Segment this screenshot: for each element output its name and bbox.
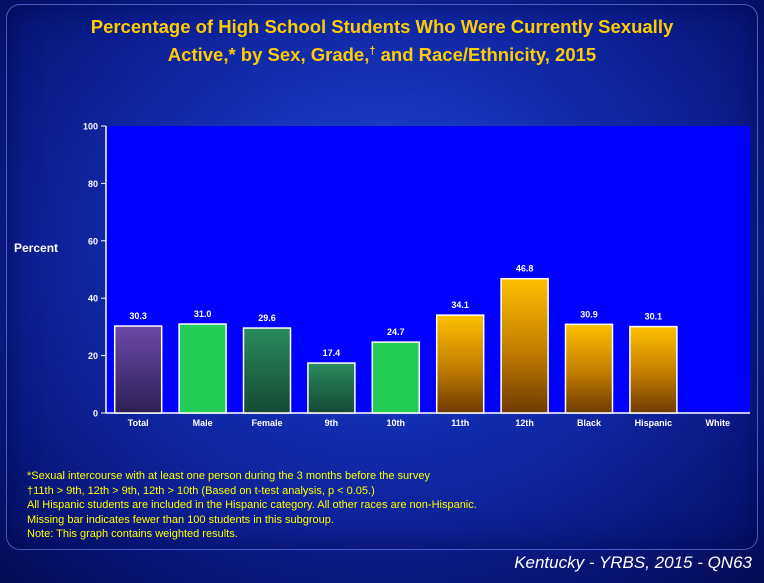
value-label-hispanic: 30.1	[645, 312, 663, 322]
value-label-male: 31.0	[194, 309, 212, 319]
bar-10th	[371, 341, 421, 414]
bar-black	[564, 323, 614, 414]
x-tick-label-11th: 11th	[451, 418, 469, 428]
value-label-9th: 17.4	[323, 348, 341, 358]
footnote-weighted: Note: This graph contains weighted resul…	[27, 528, 238, 541]
title-line-2-part-a: Active,* by Sex, Grade,	[167, 44, 370, 66]
title-dagger: †	[369, 45, 376, 57]
y-tick-label: 40	[88, 294, 98, 304]
footnote-missing-bar: Missing bar indicates fewer than 100 stu…	[27, 513, 334, 526]
bar-12th	[500, 277, 549, 414]
bar-11th	[435, 314, 485, 414]
bar-9th	[307, 362, 356, 414]
x-tick-label-white: White	[706, 418, 731, 428]
x-tick-label-9th: 9th	[325, 418, 339, 428]
value-label-black: 30.9	[580, 309, 598, 319]
footnotes: *Sexual intercourse with at least one pe…	[27, 469, 727, 542]
value-label-10th: 24.7	[387, 327, 405, 337]
title-line-1: Percentage of High School Students Who W…	[90, 16, 674, 37]
value-label-female: 29.6	[258, 313, 276, 323]
value-label-total: 30.3	[129, 311, 147, 321]
y-tick-label: 100	[83, 122, 98, 132]
x-tick-label-total: Total	[128, 418, 149, 428]
y-tick-label: 20	[88, 351, 98, 361]
value-label-11th: 34.1	[451, 300, 469, 310]
x-tick-label-12th: 12th	[515, 418, 534, 428]
bar-female	[242, 327, 292, 414]
x-tick-label-hispanic: Hispanic	[635, 418, 673, 428]
chart-title: Percentage of High School Students Who W…	[20, 14, 744, 67]
bar-hispanic	[629, 325, 678, 414]
title-line-2: Active,* by Sex, Grade,† and Race/Ethnic…	[20, 39, 744, 67]
x-tick-label-female: Female	[251, 418, 282, 428]
footnote-significance: †11th > 9th, 12th > 9th, 12th > 10th (Ba…	[27, 484, 375, 497]
source-label: Kentucky - YRBS, 2015 - QN63	[514, 553, 752, 572]
bar-total	[113, 325, 163, 414]
x-tick-label-male: Male	[193, 418, 213, 428]
bar-male	[178, 323, 227, 414]
y-tick-label: 80	[88, 179, 98, 189]
y-tick-label: 60	[88, 236, 98, 246]
title-line-2-part-b: and Race/Ethnicity, 2015	[375, 44, 597, 66]
footnote-definition: *Sexual intercourse with at least one pe…	[27, 470, 430, 482]
y-axis-label: Percent	[14, 241, 59, 255]
x-tick-label-10th: 10th	[387, 418, 406, 428]
y-tick-label: 0	[93, 409, 98, 419]
footnote-hispanic: All Hispanic students are included in th…	[27, 499, 477, 512]
x-tick-label-black: Black	[577, 418, 602, 428]
value-label-12th: 46.8	[516, 264, 534, 274]
